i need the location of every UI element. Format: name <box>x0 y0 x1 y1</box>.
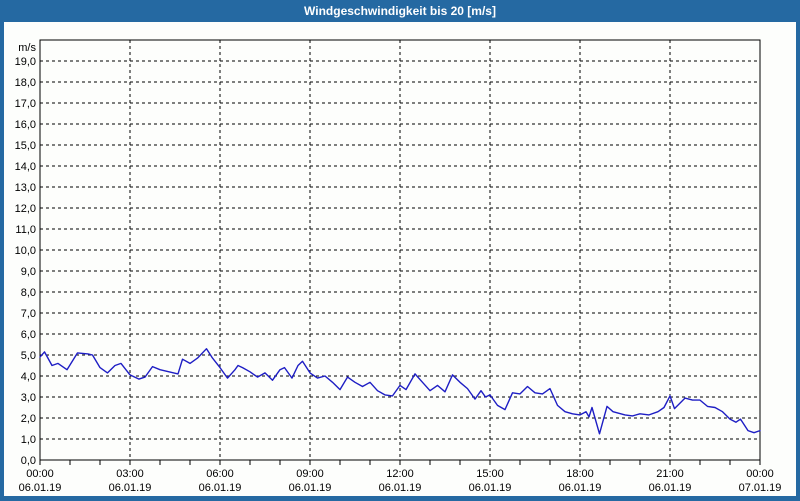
y-tick-label: 0,0 <box>21 455 36 467</box>
x-tick-time-label: 06:00 <box>206 468 234 480</box>
x-tick-date-label: 06.01.19 <box>289 482 332 494</box>
y-tick-label: 17,0 <box>15 98 36 110</box>
y-tick-label: 9,0 <box>21 266 36 278</box>
x-tick-date-label: 06.01.19 <box>379 482 422 494</box>
x-tick-date-label: 06.01.19 <box>19 482 62 494</box>
y-tick-label: 14,0 <box>15 161 36 173</box>
x-tick-time-label: 00:00 <box>746 468 774 480</box>
x-tick-time-label: 21:00 <box>656 468 684 480</box>
wind-speed-line <box>39 348 761 435</box>
x-tick-date-label: 06.01.19 <box>199 482 242 494</box>
window-title-bar[interactable]: Windgeschwindigkeit bis 20 [m/s] <box>0 0 800 22</box>
y-tick-label: 12,0 <box>15 203 36 215</box>
y-tick-label: 10,0 <box>15 245 36 257</box>
y-tick-label: 5,0 <box>21 350 36 362</box>
y-tick-label: 15,0 <box>15 140 36 152</box>
x-tick-date-label: 06.01.19 <box>109 482 152 494</box>
y-tick-label: 3,0 <box>21 392 36 404</box>
y-tick-label: 7,0 <box>21 308 36 320</box>
y-tick-label: 11,0 <box>15 224 36 236</box>
y-tick-label: 2,0 <box>21 413 36 425</box>
x-tick-date-label: 06.01.19 <box>649 482 692 494</box>
x-tick-date-label: 07.01.19 <box>739 482 782 494</box>
window-title: Windgeschwindigkeit bis 20 [m/s] <box>304 4 496 18</box>
x-tick-date-label: 06.01.19 <box>559 482 602 494</box>
y-tick-label: 18,0 <box>15 77 36 89</box>
y-tick-label: 13,0 <box>15 182 36 194</box>
y-tick-label: 6,0 <box>21 329 36 341</box>
x-tick-time-label: 09:00 <box>296 468 324 480</box>
x-tick-time-label: 18:00 <box>566 468 594 480</box>
chart-panel: m/s 0,0 1,0 2,0 3,0 4,0 5,0 6,0 7,0 8,0 9,0 10,0 11,… <box>4 22 796 496</box>
x-tick-time-label: 12:00 <box>386 468 414 480</box>
wind-speed-chart: m/s 0,0 1,0 2,0 3,0 4,0 5,0 6,0 7,0 8,0 9,0 10,0 11,… <box>15 39 782 494</box>
y-tick-label: 19,0 <box>15 56 36 68</box>
x-tick-time-label: 15:00 <box>476 468 504 480</box>
y-tick-label: 8,0 <box>21 287 36 299</box>
x-tick-time-label: 00:00 <box>26 468 54 480</box>
y-axis-unit-label: m/s <box>18 42 36 54</box>
x-tick-date-label: 06.01.19 <box>469 482 512 494</box>
y-tick-label: 16,0 <box>15 119 36 131</box>
plot-border <box>39 39 761 461</box>
y-tick-label: 1,0 <box>21 434 36 446</box>
y-tick-label: 4,0 <box>21 371 36 383</box>
x-tick-time-label: 03:00 <box>116 468 144 480</box>
